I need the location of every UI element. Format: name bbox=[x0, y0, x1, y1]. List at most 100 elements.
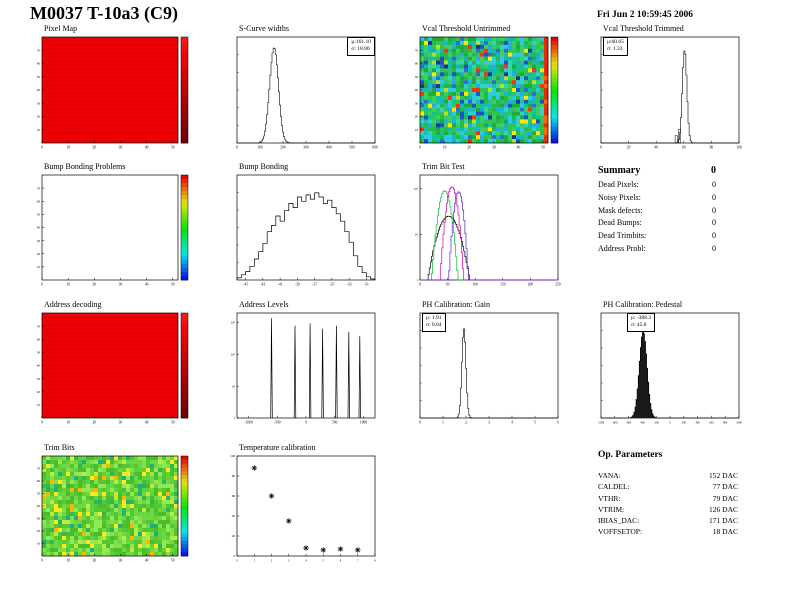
svg-text:1: 1 bbox=[254, 560, 256, 563]
svg-text:400: 400 bbox=[326, 146, 332, 150]
svg-text:10: 10 bbox=[415, 128, 419, 132]
svg-text:5: 5 bbox=[323, 560, 325, 563]
svg-text:50: 50 bbox=[171, 559, 175, 563]
svg-text:-400: -400 bbox=[640, 422, 646, 425]
svg-text:40: 40 bbox=[232, 514, 236, 518]
svg-text:0: 0 bbox=[419, 146, 421, 150]
svg-text:10: 10 bbox=[415, 233, 419, 237]
svg-text:10: 10 bbox=[443, 146, 447, 150]
vcal-untrimmed-heatmap: 0 10 20 30 40 50 10 20 30 40 50 60 70 bbox=[415, 36, 559, 150]
svg-text:0: 0 bbox=[600, 146, 602, 150]
svg-text:20: 20 bbox=[627, 146, 631, 150]
svg-text:70: 70 bbox=[37, 186, 41, 190]
svg-text:20: 20 bbox=[93, 421, 97, 425]
trim-bit-test-histograms: 0 50 100 150 200 250 1 10 10² bbox=[414, 174, 561, 287]
ph-pedestal-histogram: -1000 -800 -600 -400 -200 0 200 400 600 800 1000 bbox=[598, 312, 742, 425]
panel-trim-bit-test: Trim Bit Test 0 50 100 150 200 250 1 10 10² bbox=[406, 161, 564, 290]
svg-text:20: 20 bbox=[467, 146, 471, 150]
op-parameter-row: VTHR: 79 DAC bbox=[598, 493, 738, 503]
svg-text:10: 10 bbox=[37, 403, 41, 407]
svg-text:50: 50 bbox=[37, 75, 41, 79]
svg-text:10: 10 bbox=[66, 559, 70, 563]
svg-text:0: 0 bbox=[236, 146, 238, 150]
svg-text:10²: 10² bbox=[231, 353, 235, 357]
op-parameter-row: CALDEL: 77 DAC bbox=[598, 482, 738, 492]
svg-text:50: 50 bbox=[446, 283, 450, 287]
svg-text:40: 40 bbox=[145, 146, 149, 150]
chart-title: S-Curve widths bbox=[239, 24, 289, 33]
chart-title: Temperature calibration bbox=[239, 443, 316, 452]
svg-text:100: 100 bbox=[473, 283, 479, 287]
svg-text:-41: -41 bbox=[278, 283, 283, 287]
svg-text:40: 40 bbox=[37, 504, 41, 508]
svg-text:6: 6 bbox=[340, 560, 342, 563]
chart-title: PH Calibration: Pedestal bbox=[603, 300, 683, 309]
svg-text:0: 0 bbox=[419, 421, 421, 425]
pixel-map-heatmap: 0 10 20 30 40 50 10 20 30 40 50 60 70 bbox=[37, 36, 189, 150]
svg-text:2: 2 bbox=[465, 421, 467, 425]
svg-text:10: 10 bbox=[66, 146, 70, 150]
svg-text:600: 600 bbox=[709, 422, 714, 425]
stat-mean: μ:60.65 bbox=[607, 39, 624, 45]
panel-trim-bits: Trim Bits 0 10 20 30 40 50 10 20 30 40 50 60 70 bbox=[28, 442, 192, 566]
bump-bonding-problems-heatmap: 0 10 20 30 40 50 10 20 30 40 50 60 70 bbox=[37, 174, 189, 287]
svg-text:-1000: -1000 bbox=[244, 421, 253, 425]
summary-row: Noisy Pixels: 0 bbox=[598, 192, 716, 202]
panel-bump-bonding-problems: Bump Bonding Problems 0 10 20 30 40 50 10 20 30 4… bbox=[28, 161, 192, 290]
chart-title: PH Calibration: Gain bbox=[422, 300, 490, 309]
svg-text:20: 20 bbox=[37, 252, 41, 256]
svg-text:-45: -45 bbox=[243, 283, 248, 287]
svg-text:60: 60 bbox=[682, 146, 686, 150]
chart-title: Bump Bonding Problems bbox=[44, 162, 126, 171]
svg-text:4: 4 bbox=[511, 421, 513, 425]
svg-text:200: 200 bbox=[682, 422, 687, 425]
svg-text:200: 200 bbox=[528, 283, 534, 287]
stat-sigma: σ: 18.80 bbox=[351, 46, 370, 53]
svg-text:50: 50 bbox=[415, 75, 419, 79]
svg-text:70: 70 bbox=[37, 467, 41, 471]
chart-title: Address Levels bbox=[239, 300, 289, 309]
svg-text:30: 30 bbox=[119, 559, 123, 563]
svg-text:1: 1 bbox=[233, 416, 235, 420]
svg-text:30: 30 bbox=[119, 421, 123, 425]
svg-text:6: 6 bbox=[557, 421, 559, 425]
op-parameter-row: VANA: 152 DAC bbox=[598, 471, 738, 480]
svg-text:20: 20 bbox=[93, 283, 97, 287]
stat-sigma: σ: 0.04 bbox=[426, 322, 442, 329]
svg-text:60: 60 bbox=[232, 494, 236, 498]
svg-text:3: 3 bbox=[288, 560, 290, 563]
svg-text:40: 40 bbox=[37, 364, 41, 368]
svg-text:70: 70 bbox=[37, 324, 41, 328]
svg-text:20: 20 bbox=[232, 534, 236, 538]
panel-vcal-trimmed: Vcal Threshold Trimmed 0 20 40 60 80 100 μ:60… bbox=[587, 23, 745, 153]
svg-text:30: 30 bbox=[37, 377, 41, 381]
svg-text:40: 40 bbox=[145, 559, 149, 563]
svg-text:50: 50 bbox=[171, 283, 175, 287]
svg-text:500: 500 bbox=[332, 421, 338, 425]
svg-text:50: 50 bbox=[37, 213, 41, 217]
svg-text:0: 0 bbox=[419, 283, 421, 287]
svg-text:50: 50 bbox=[37, 492, 41, 496]
svg-text:20: 20 bbox=[37, 115, 41, 119]
svg-text:0: 0 bbox=[41, 559, 43, 563]
svg-text:30: 30 bbox=[37, 101, 41, 105]
stats-box: μ: 1.91 σ: 0.04 bbox=[422, 313, 446, 332]
svg-text:300: 300 bbox=[303, 146, 309, 150]
address-decoding-heatmap: 0 10 20 30 40 50 10 20 30 40 50 60 70 bbox=[37, 312, 189, 425]
svg-text:-800: -800 bbox=[612, 422, 618, 425]
svg-text:150: 150 bbox=[500, 283, 506, 287]
svg-text:30: 30 bbox=[119, 283, 123, 287]
svg-text:20: 20 bbox=[93, 146, 97, 150]
svg-text:40: 40 bbox=[517, 146, 521, 150]
svg-text:0: 0 bbox=[41, 146, 43, 150]
chart-title: Trim Bits bbox=[44, 443, 75, 452]
svg-text:60: 60 bbox=[37, 337, 41, 341]
panel-temperature-calibration: Temperature calibration 0 1 2 3 4 5 6 7 8 0 20 40 60… bbox=[223, 442, 381, 566]
panel-bump-bonding: Bump Bonding -45 -43 -41 -39 -37 -35 -33 -31 bbox=[223, 161, 381, 290]
svg-text:40: 40 bbox=[145, 421, 149, 425]
chart-title: Bump Bonding bbox=[239, 162, 289, 171]
svg-text:-500: -500 bbox=[274, 421, 281, 425]
panel-ph-pedestal: PH Calibration: Pedestal -1000 -800 -600 -4… bbox=[587, 299, 745, 428]
